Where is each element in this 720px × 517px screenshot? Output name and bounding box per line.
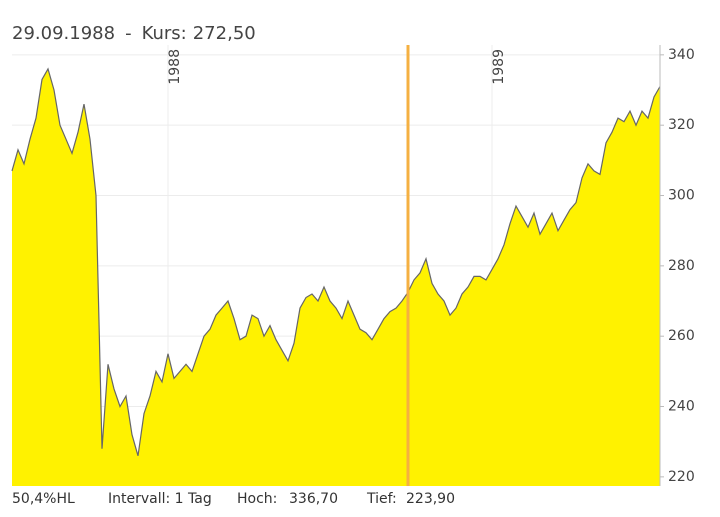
separator: - xyxy=(125,23,132,44)
footer-low-label: Tief: xyxy=(366,491,397,507)
area xyxy=(12,68,660,487)
footer-high-label: Hoch: xyxy=(237,491,277,507)
footer-high: 336,70 xyxy=(289,491,338,507)
y-tick-label: 240 xyxy=(668,399,695,415)
y-tick-label: 320 xyxy=(668,117,695,133)
y-tick-label: 300 xyxy=(668,188,695,204)
x-tick-label: 1989 xyxy=(491,49,507,85)
cursor-label: Kurs: xyxy=(142,23,187,44)
y-tick-label: 280 xyxy=(668,258,695,274)
footer-range: 50,4%HL xyxy=(12,491,75,507)
footer-interval: Intervall: 1 Tag xyxy=(108,491,212,507)
y-tick-label: 340 xyxy=(668,47,695,63)
y-tick-label: 260 xyxy=(668,328,695,344)
plot xyxy=(11,67,661,487)
line xyxy=(11,67,661,456)
footer-low: 223,90 xyxy=(406,491,455,507)
y-tick-label: 220 xyxy=(668,469,695,485)
cursor-value: 272,50 xyxy=(193,23,256,44)
header: 29.09.1988- Kurs: 272,50 xyxy=(12,23,256,44)
cursor-date: 29.09.1988 xyxy=(12,23,115,44)
x-tick-label: 1988 xyxy=(167,49,183,85)
